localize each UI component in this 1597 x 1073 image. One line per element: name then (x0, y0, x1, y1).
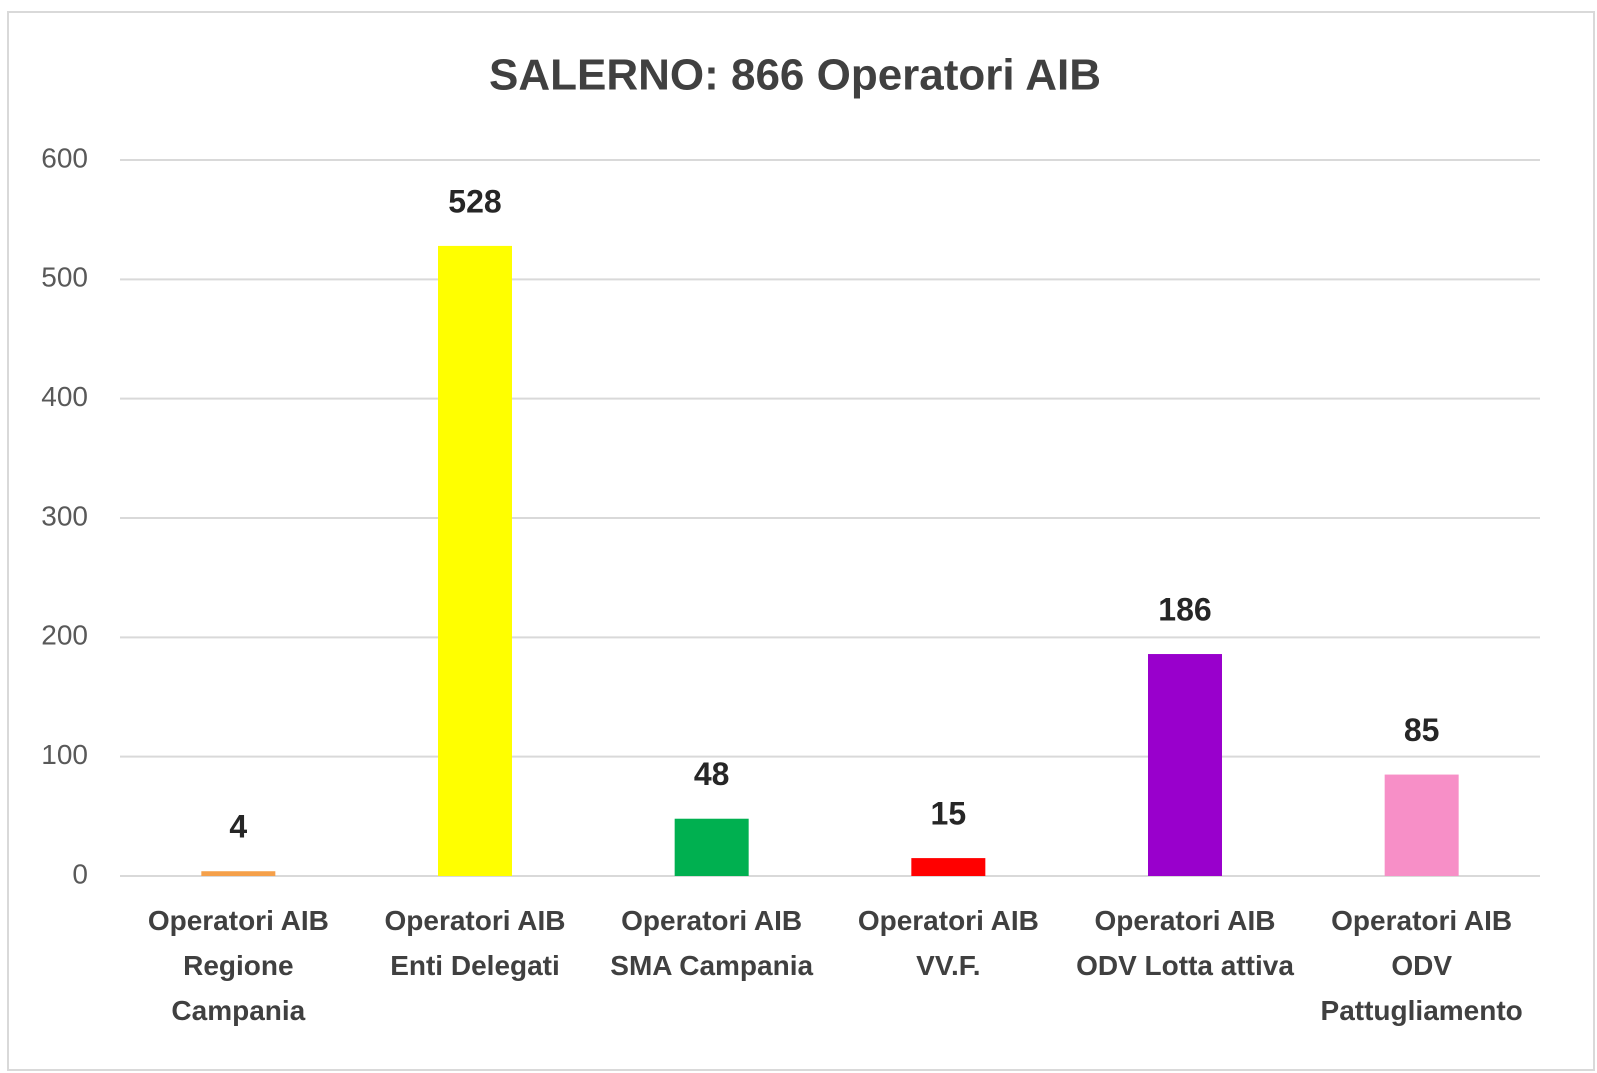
data-label: 528 (448, 183, 501, 219)
x-tick-label-box: Operatori AIB VV.F. (857, 905, 1039, 981)
chart-title: SALERNO: 866 Operatori AIB (489, 51, 1101, 100)
bar (911, 858, 986, 876)
y-tick-label: 200 (41, 620, 88, 651)
bar (1384, 774, 1459, 876)
x-tick-label: Operatori AIB Regione Campania (147, 905, 329, 1026)
bar (1148, 654, 1222, 876)
y-tick-label: 500 (41, 262, 88, 293)
bar (201, 871, 276, 876)
x-tick-label-box: Operatori AIB ODV Lotta attiva (1076, 905, 1294, 981)
x-tick-label-box: Operatori AIB SMA Campania (610, 905, 814, 981)
chart-frame (7, 11, 1595, 1071)
x-tick-label-box: Operatori AIB Regione Campania (147, 905, 329, 1026)
bar (438, 245, 512, 877)
data-label: 4 (229, 809, 247, 845)
y-tick-label: 100 (41, 739, 88, 770)
bar (674, 818, 749, 876)
y-tick-label: 300 (41, 500, 88, 531)
x-tick-label: Operatori AIB SMA Campania (610, 905, 814, 981)
data-label: 186 (1158, 591, 1211, 627)
y-tick-label: 0 (72, 858, 88, 889)
x-tick-label: Operatori AIB VV.F. (857, 905, 1039, 981)
x-tick-label: Operatori AIB ODV Pattugliamento (1320, 905, 1523, 1026)
x-tick-label-box: Operatori AIB ODV Pattugliamento (1320, 905, 1523, 1026)
x-tick-label: Operatori AIB Enti Delegati (384, 905, 566, 981)
data-label: 15 (931, 796, 967, 832)
x-tick-label: Operatori AIB ODV Lotta attiva (1076, 905, 1294, 981)
y-tick-label: 400 (41, 381, 88, 412)
x-tick-label-box: Operatori AIB Enti Delegati (384, 905, 566, 981)
y-tick-label: 600 (41, 142, 88, 173)
data-label: 48 (694, 756, 730, 792)
data-label: 85 (1404, 712, 1440, 748)
